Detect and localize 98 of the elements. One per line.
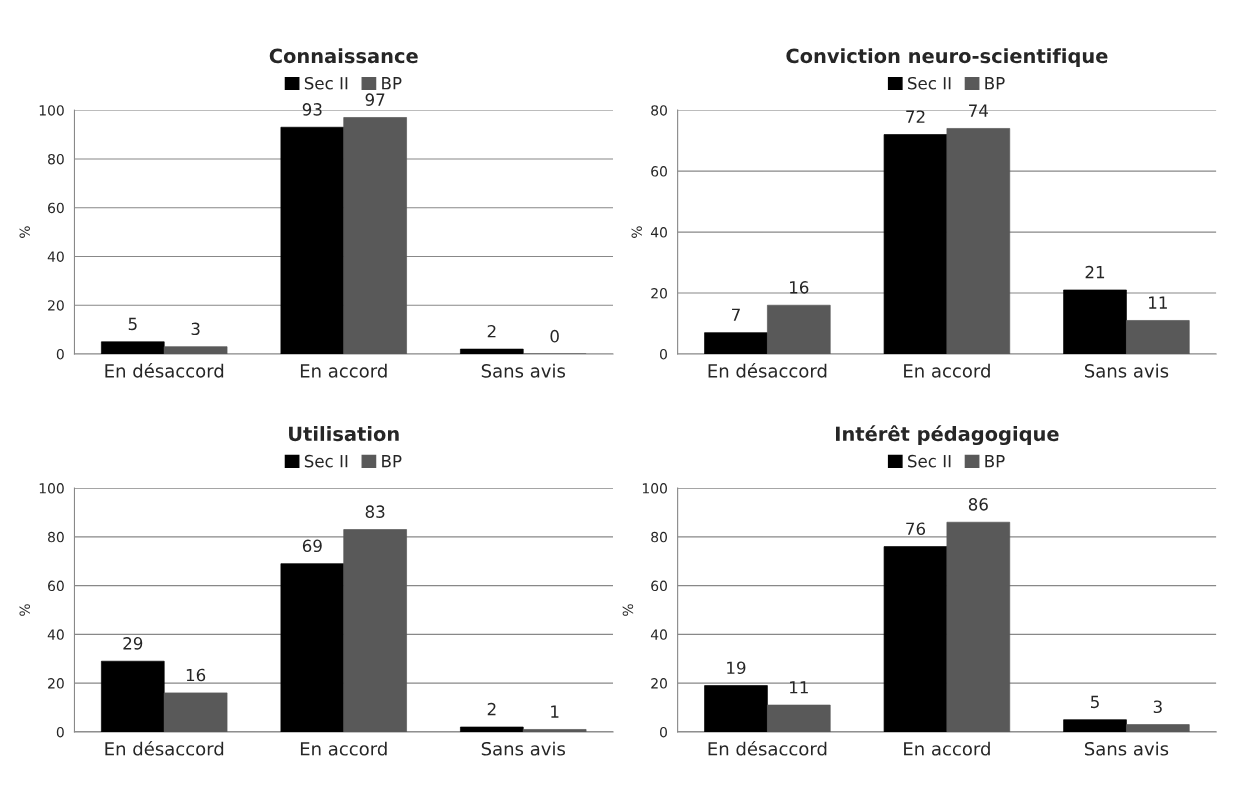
y-tick-label: 80 [48, 531, 64, 543]
bar [163, 346, 228, 354]
y-tick-label: 80 [651, 531, 667, 543]
legend-label: Sec II [304, 454, 348, 468]
data-label: 21 [1085, 265, 1105, 279]
x-tick-label: Sans avis [481, 363, 566, 378]
bar [1126, 724, 1190, 732]
y-tick-label: 20 [48, 678, 64, 689]
bar [704, 685, 768, 732]
bar [1126, 320, 1190, 354]
legend-label: BP [382, 77, 402, 90]
y-tick-label: 60 [48, 580, 64, 592]
bar [1063, 719, 1127, 732]
data-label: 93 [302, 103, 322, 116]
data-label: 1 [551, 705, 559, 718]
y-tick-label: 40 [47, 251, 64, 262]
bar [280, 563, 345, 732]
data-label: 11 [790, 681, 808, 694]
x-tick-label: En accord [300, 363, 387, 378]
bar [280, 126, 345, 354]
data-label: 97 [365, 93, 385, 106]
x-tick-label: En désaccord [105, 363, 224, 378]
bar [883, 546, 948, 732]
y-tick-label: 60 [651, 580, 667, 592]
chart-title: Connaissance [269, 48, 418, 64]
legend-label: BP [985, 77, 1005, 90]
data-label: 76 [906, 522, 926, 536]
data-label: 7 [732, 308, 740, 321]
y-axis-title: % [19, 604, 30, 616]
y-axis-title: % [19, 226, 30, 238]
data-label: 69 [302, 539, 322, 553]
y-tick-label: 20 [651, 678, 667, 689]
data-label: 2 [487, 702, 496, 716]
y-tick-label: 80 [651, 105, 667, 116]
chart-title: Conviction neuro-scientifique [786, 48, 1108, 67]
data-label: 72 [906, 110, 925, 123]
x-tick-label: Sans avis [1084, 741, 1169, 756]
data-label: 29 [123, 637, 143, 650]
y-tick-label: 100 [39, 483, 64, 494]
x-tick-label: En accord [904, 741, 990, 756]
bar [163, 692, 228, 732]
data-label: 2 [487, 324, 496, 338]
data-label: 3 [191, 322, 200, 336]
x-tick-label: En accord [904, 363, 990, 378]
data-label: 5 [1090, 695, 1099, 709]
bar [704, 332, 768, 354]
chart-title: Intérêt pédagogique [836, 425, 1059, 446]
y-axis-title: % [622, 604, 634, 616]
data-label: 83 [365, 505, 385, 518]
y-tick-label: 60 [651, 166, 667, 177]
bar [343, 529, 407, 732]
legend-label: Sec II [908, 454, 951, 468]
y-tick-label: 0 [659, 726, 667, 738]
data-label: 19 [727, 661, 746, 675]
y-tick-label: 0 [56, 726, 64, 738]
bar [460, 726, 524, 732]
data-label: 86 [968, 498, 988, 511]
bar [946, 128, 1011, 354]
data-label: 16 [790, 281, 809, 294]
legend-label: Sec II [908, 76, 951, 90]
data-label: 74 [969, 104, 988, 117]
bar [101, 660, 165, 732]
y-tick-label: 20 [651, 288, 667, 299]
y-tick-label: 40 [47, 629, 64, 640]
y-tick-label: 80 [48, 153, 64, 165]
bar [946, 521, 1011, 732]
bar [460, 348, 524, 354]
y-tick-label: 100 [39, 105, 64, 116]
data-label: 5 [128, 317, 137, 331]
bar [767, 304, 831, 354]
legend-label: Sec II [304, 76, 348, 90]
legend-label: BP [382, 455, 402, 468]
x-tick-label: En désaccord [105, 740, 224, 756]
chart-title: Utilisation [289, 426, 399, 442]
bar [343, 117, 407, 354]
x-tick-label: En désaccord [708, 363, 827, 378]
x-tick-label: Sans avis [481, 741, 566, 756]
y-tick-label: 0 [56, 348, 64, 360]
bar [101, 341, 165, 354]
legend-label: BP [985, 455, 1005, 468]
bar [883, 134, 948, 354]
y-tick-label: 60 [48, 202, 64, 214]
y-tick-label: 40 [650, 629, 667, 640]
bar [1063, 289, 1127, 354]
y-tick-label: 40 [650, 227, 667, 238]
data-label: 0 [550, 329, 559, 343]
bar [522, 729, 587, 732]
y-axis-title: % [631, 226, 642, 238]
bar [767, 704, 831, 732]
x-tick-label: En désaccord [708, 740, 827, 756]
x-tick-label: En accord [300, 741, 387, 756]
y-tick-label: 0 [659, 348, 667, 360]
data-label: 3 [1153, 700, 1162, 714]
x-tick-label: Sans avis [1084, 363, 1169, 378]
y-tick-label: 20 [48, 300, 64, 311]
y-tick-label: 100 [642, 483, 667, 494]
data-label: 16 [186, 668, 206, 682]
data-label: 11 [1149, 296, 1167, 309]
